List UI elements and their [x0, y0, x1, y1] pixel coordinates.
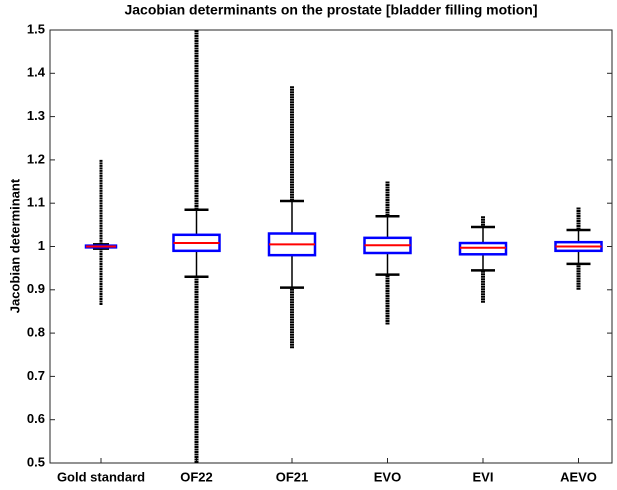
x-tick-label: Gold standard: [57, 469, 145, 484]
y-tick-label: 0.8: [27, 325, 45, 340]
x-tick-label: AEVO: [560, 469, 597, 484]
x-tick-label: EVO: [374, 469, 401, 484]
y-tick-label: 0.7: [27, 368, 45, 383]
chart-title: Jacobian determinants on the prostate [b…: [124, 2, 537, 18]
y-tick-label: 1.3: [27, 108, 45, 123]
y-tick-label: 1.2: [27, 151, 45, 166]
x-tick-label: OF22: [180, 469, 213, 484]
y-tick-label: 1: [38, 238, 45, 253]
y-tick-label: 0.5: [27, 454, 45, 469]
x-tick-label: OF21: [276, 469, 309, 484]
y-tick-label: 1.4: [27, 65, 46, 80]
y-axis-label: Jacobian determinant: [7, 178, 22, 313]
y-tick-label: 1.5: [27, 21, 45, 36]
y-tick-label: 1.1: [27, 195, 45, 210]
y-tick-label: 0.9: [27, 281, 45, 296]
plot-area: [49, 29, 613, 464]
y-tick-label: 0.6: [27, 411, 45, 426]
x-tick-label: EVI: [473, 469, 494, 484]
